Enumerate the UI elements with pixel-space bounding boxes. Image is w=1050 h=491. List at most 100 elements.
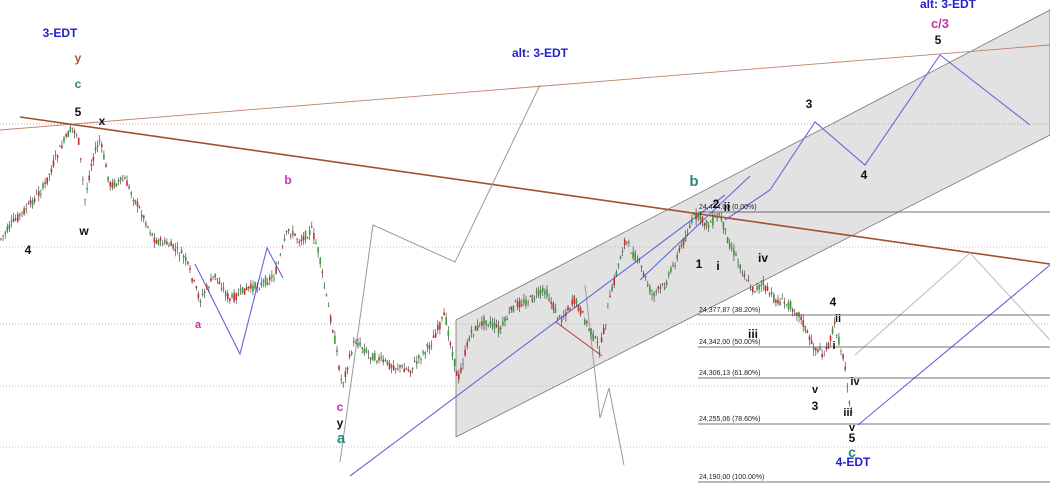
candle (374, 350, 376, 362)
candle (392, 360, 395, 371)
candle-body (775, 300, 777, 303)
candle (722, 221, 725, 234)
candle (602, 323, 605, 335)
candle-body (737, 261, 739, 263)
candle (724, 228, 727, 235)
candle-body (14, 218, 17, 220)
candle-body (760, 284, 762, 287)
candle-body (819, 347, 821, 350)
fibonacci-retracement: 24,444,00 (0.00%) 24,377,87 (38.20%) 24,34… (698, 204, 1050, 483)
candle (220, 282, 223, 292)
candle-body (75, 134, 78, 136)
candle (403, 362, 405, 373)
candle-body (212, 276, 214, 278)
candle-body (487, 324, 489, 326)
candle (252, 280, 254, 296)
candle-body (122, 180, 124, 182)
candle (617, 263, 620, 270)
candle (516, 298, 519, 311)
candle-body (6, 226, 9, 232)
candle-body (283, 238, 286, 241)
candle-body (44, 182, 46, 184)
candle (350, 350, 353, 356)
candle (172, 243, 174, 251)
candle (451, 346, 454, 361)
candle-body (657, 286, 660, 289)
candle (586, 319, 588, 327)
candle (235, 292, 237, 305)
candle-body (302, 236, 305, 241)
candle-body (823, 355, 825, 357)
candle-body (420, 359, 422, 360)
candle (842, 353, 844, 362)
candle-body (493, 322, 496, 329)
candle-body (447, 330, 450, 336)
wave-label: b (689, 173, 698, 190)
candle-body (281, 246, 284, 247)
candle (474, 325, 477, 331)
candle (455, 370, 458, 376)
candle-body (424, 352, 426, 355)
candle-body (285, 231, 288, 232)
descending-trendline (19, 116, 1050, 265)
candle-body (166, 241, 168, 245)
candle (428, 342, 431, 355)
candle-body (542, 287, 544, 292)
candle-body (88, 175, 90, 181)
candle (233, 289, 235, 304)
candle (56, 154, 59, 163)
candle-body (712, 216, 714, 226)
wave-label: 3 (806, 97, 813, 111)
candle-body (567, 306, 569, 311)
candle-body (80, 158, 82, 160)
candle (701, 216, 704, 227)
candle (399, 364, 401, 373)
candle-body (350, 352, 353, 355)
candle-body (90, 164, 93, 166)
alt-projection-path-2 (584, 284, 625, 466)
candle (12, 212, 15, 223)
candle (453, 358, 456, 372)
candle-body (10, 220, 13, 222)
candle (334, 330, 336, 345)
candle-body (602, 327, 605, 334)
candle-body (840, 351, 842, 352)
candle (241, 287, 244, 295)
candle (775, 298, 777, 307)
candle (61, 140, 63, 150)
fib-label: 24,444,00 (0.00%) (699, 204, 757, 211)
candle-body (35, 193, 38, 195)
candle-body (311, 226, 313, 228)
wave-label: 4 (861, 168, 868, 182)
candle-body (329, 316, 332, 323)
candle-body (336, 349, 338, 353)
candle (613, 274, 615, 289)
candle-body (485, 320, 487, 326)
candle (224, 289, 227, 301)
candle-body (33, 198, 36, 202)
candle-body (497, 326, 500, 333)
candle (105, 162, 107, 168)
candle-body (273, 277, 275, 279)
candle-body (157, 239, 160, 245)
candle (250, 279, 252, 293)
candle (115, 182, 118, 188)
candle-body (636, 260, 639, 262)
candle (195, 285, 198, 291)
candle (285, 230, 288, 236)
candle (817, 347, 819, 354)
candle-body (367, 352, 370, 354)
candle-body (346, 367, 349, 370)
candle-body (98, 140, 101, 141)
candle-body (182, 255, 185, 258)
candle-body (504, 317, 506, 322)
candle-body (850, 411, 853, 414)
candle-body (218, 281, 221, 285)
wave-label: a (337, 430, 346, 447)
candle (773, 292, 775, 304)
candle (632, 246, 634, 261)
candle (44, 178, 46, 189)
fib-label: 24,306,13 (61.80%) (699, 370, 761, 377)
candle (815, 347, 817, 356)
candle (143, 214, 145, 223)
